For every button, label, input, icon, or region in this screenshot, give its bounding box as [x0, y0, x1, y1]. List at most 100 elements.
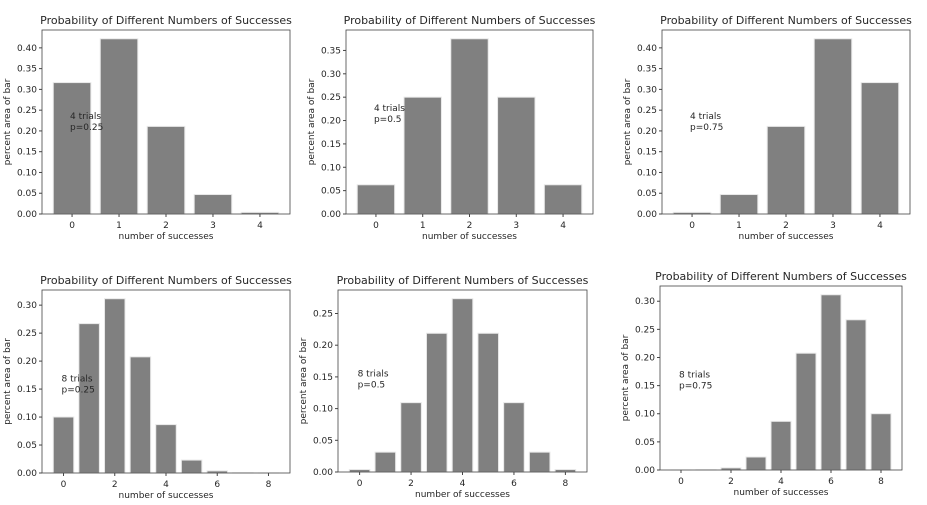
chart-title: Probability of Different Numbers of Succ…	[655, 270, 907, 283]
bar	[796, 353, 816, 470]
y-axis-label: percent area of bar	[307, 78, 317, 165]
bar	[767, 126, 805, 214]
y-tick-label: 0.10	[635, 410, 655, 420]
bar	[451, 39, 488, 214]
y-tick-label: 0.30	[17, 85, 37, 95]
x-tick-label: 6	[214, 480, 220, 490]
bar	[846, 320, 866, 470]
bar	[529, 452, 550, 472]
y-tick-label: 0.35	[637, 65, 657, 75]
bar	[871, 414, 891, 470]
y-tick-label: 0.40	[17, 44, 37, 54]
x-tick-label: 0	[373, 221, 379, 231]
x-tick-label: 8	[266, 480, 272, 490]
bar	[478, 333, 499, 472]
bar	[401, 403, 422, 472]
bar	[746, 457, 766, 470]
y-tick-label: 0.15	[313, 373, 333, 383]
x-axis-label: number of successes	[734, 488, 829, 498]
x-axis-label: number of successes	[119, 491, 214, 500]
y-tick-label: 0.00	[313, 468, 333, 478]
annotation-text: 4 trials	[374, 104, 405, 114]
y-tick-label: 0.30	[321, 70, 341, 80]
x-axis-label: number of successes	[739, 232, 834, 242]
y-tick-label: 0.25	[313, 310, 333, 320]
annotation-text: p=0.25	[70, 123, 103, 133]
bar	[498, 97, 535, 214]
x-tick-label: 4	[460, 479, 466, 489]
x-tick-label: 1	[420, 221, 426, 231]
annotation-text: p=0.75	[679, 382, 712, 392]
x-tick-label: 3	[513, 221, 519, 231]
y-tick-label: 0.20	[313, 341, 333, 351]
y-tick-label: 0.10	[17, 168, 37, 178]
x-tick-label: 2	[408, 479, 414, 489]
x-axis-label: number of successes	[422, 232, 517, 242]
bar	[156, 425, 176, 473]
annotation-text: p=0.5	[374, 115, 402, 125]
x-tick-label: 1	[116, 221, 122, 231]
annotation-text: 8 trials	[358, 369, 389, 379]
y-tick-label: 0.10	[313, 405, 333, 415]
x-axis-label: number of successes	[119, 232, 214, 242]
x-tick-label: 4	[163, 480, 169, 490]
y-tick-label: 0.25	[321, 93, 341, 103]
annotation-text: 4 trials	[690, 112, 721, 122]
y-tick-label: 0.00	[635, 466, 655, 476]
bar	[544, 185, 581, 214]
y-axis-label: percent area of bar	[3, 78, 13, 165]
x-tick-label: 8	[878, 477, 884, 487]
y-tick-label: 0.10	[637, 168, 657, 178]
y-tick-label: 0.35	[17, 65, 37, 75]
bar	[53, 417, 73, 473]
bar	[375, 452, 396, 472]
bar	[79, 324, 99, 473]
y-tick-label: 0.20	[17, 357, 37, 367]
x-tick-label: 0	[69, 221, 75, 231]
y-tick-label: 0.05	[313, 436, 333, 446]
bar	[452, 299, 473, 472]
x-tick-label: 0	[678, 477, 684, 487]
x-tick-label: 0	[689, 221, 695, 231]
chart-title: Probability of Different Numbers of Succ…	[337, 274, 589, 287]
y-tick-label: 0.15	[635, 382, 655, 392]
bar	[426, 333, 447, 472]
y-tick-label: 0.20	[321, 117, 341, 127]
annotation-text: 8 trials	[62, 374, 93, 384]
x-tick-label: 1	[736, 221, 742, 231]
y-axis-label: percent area of bar	[3, 338, 13, 425]
y-tick-label: 0.15	[17, 148, 37, 158]
bar	[181, 460, 201, 473]
bar	[105, 299, 125, 473]
x-tick-label: 2	[783, 221, 789, 231]
bar	[861, 83, 899, 214]
x-tick-label: 0	[357, 479, 363, 489]
y-tick-label: 0.05	[17, 189, 37, 199]
bar	[194, 195, 232, 214]
y-tick-label: 0.00	[637, 210, 657, 220]
chart-title: Probability of Different Numbers of Succ…	[40, 14, 292, 27]
bar	[771, 421, 791, 470]
y-tick-label: 0.25	[17, 106, 37, 116]
y-tick-label: 0.00	[17, 210, 37, 220]
x-tick-label: 4	[778, 477, 784, 487]
y-axis-label: percent area of bar	[299, 337, 309, 424]
y-tick-label: 0.15	[637, 148, 657, 158]
bar	[821, 295, 841, 470]
y-tick-label: 0.20	[637, 127, 657, 137]
annotation-text: p=0.75	[690, 123, 723, 133]
bar	[100, 39, 138, 214]
x-tick-label: 4	[257, 221, 263, 231]
x-tick-label: 6	[828, 477, 834, 487]
bar	[130, 357, 150, 473]
y-axis-label: percent area of bar	[621, 334, 631, 421]
x-tick-label: 8	[563, 479, 569, 489]
x-tick-label: 4	[560, 221, 566, 231]
bar	[504, 403, 525, 472]
y-tick-label: 0.25	[17, 329, 37, 339]
